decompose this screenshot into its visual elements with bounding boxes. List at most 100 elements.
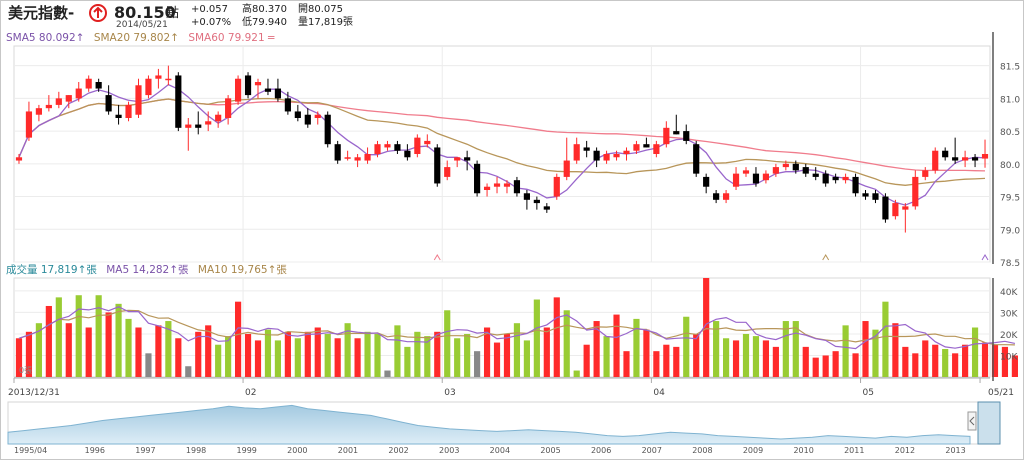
volume-bar[interactable]	[45, 305, 52, 377]
candle[interactable]	[981, 139, 989, 168]
volume-bar[interactable]	[942, 349, 949, 377]
volume-bar[interactable]	[25, 331, 33, 377]
candle[interactable]	[543, 203, 550, 213]
volume-bar[interactable]	[922, 340, 929, 377]
volume-bar[interactable]	[115, 303, 122, 377]
volume-bar[interactable]	[742, 333, 750, 377]
candle[interactable]	[294, 104, 301, 122]
candle[interactable]	[952, 137, 959, 164]
volume-bar[interactable]	[264, 329, 272, 377]
volume-bar[interactable]	[384, 370, 391, 377]
candle[interactable]	[722, 190, 730, 204]
candle[interactable]	[762, 170, 770, 184]
candle[interactable]	[812, 167, 819, 181]
volume-bar[interactable]	[752, 336, 760, 377]
volume-bar[interactable]	[155, 325, 162, 377]
volume-bar[interactable]	[165, 321, 172, 377]
candle[interactable]	[603, 150, 610, 164]
volume-bar[interactable]	[344, 323, 351, 377]
candle[interactable]	[962, 150, 969, 168]
volume-bar[interactable]	[732, 340, 740, 377]
volume-bar[interactable]	[444, 310, 451, 377]
candle[interactable]	[892, 199, 899, 220]
volume-bar[interactable]	[334, 338, 341, 377]
volume-bar[interactable]	[414, 331, 421, 377]
volume-bar[interactable]	[653, 351, 660, 377]
volume-bar[interactable]	[902, 346, 909, 377]
candle[interactable]	[663, 121, 670, 148]
candle[interactable]	[782, 160, 789, 171]
volume-bar[interactable]	[15, 338, 23, 377]
candle[interactable]	[752, 167, 760, 187]
candle[interactable]	[414, 134, 421, 158]
candle[interactable]	[65, 95, 72, 109]
candle[interactable]	[284, 91, 291, 115]
volume-bar[interactable]	[225, 336, 232, 377]
candle[interactable]	[822, 170, 829, 187]
candle[interactable]	[304, 108, 311, 128]
volume-bar[interactable]	[474, 351, 481, 377]
volume-bar[interactable]	[195, 331, 202, 377]
candle[interactable]	[344, 150, 351, 161]
volume-bar[interactable]	[75, 295, 82, 377]
volume-bar[interactable]	[952, 353, 959, 377]
volume-bar[interactable]	[673, 346, 680, 377]
volume-bar[interactable]	[95, 295, 102, 377]
volume-bar[interactable]	[583, 344, 590, 377]
volume-bar[interactable]	[324, 333, 331, 377]
volume-bar[interactable]	[523, 340, 530, 377]
volume-bar[interactable]	[424, 336, 431, 377]
candle[interactable]	[693, 140, 700, 177]
volume-bar[interactable]	[234, 301, 242, 377]
candle[interactable]	[653, 140, 660, 158]
candle[interactable]	[444, 160, 451, 181]
volume-bar[interactable]	[603, 336, 610, 377]
candle[interactable]	[703, 173, 710, 194]
candle[interactable]	[872, 190, 879, 204]
volume-bar[interactable]	[1001, 346, 1009, 377]
candle[interactable]	[374, 140, 381, 158]
candle[interactable]	[15, 154, 23, 164]
candle[interactable]	[314, 111, 321, 125]
overview-handle[interactable]	[967, 411, 977, 431]
volume-bar[interactable]	[623, 351, 630, 377]
candle[interactable]	[971, 154, 979, 168]
candle[interactable]	[354, 154, 361, 168]
candle[interactable]	[175, 72, 182, 132]
volume-bar[interactable]	[533, 299, 540, 377]
candle[interactable]	[523, 190, 530, 210]
volume-bar[interactable]	[185, 366, 192, 377]
volume-bar[interactable]	[613, 314, 620, 377]
candle[interactable]	[852, 173, 859, 197]
candle[interactable]	[802, 163, 809, 177]
candle[interactable]	[424, 134, 431, 148]
candle[interactable]	[673, 114, 680, 135]
volume-bar[interactable]	[713, 321, 720, 377]
candle[interactable]	[434, 144, 441, 187]
candle[interactable]	[215, 111, 222, 128]
candle[interactable]	[483, 183, 491, 197]
volume-bar[interactable]	[912, 353, 919, 377]
volume-bar[interactable]	[792, 321, 799, 377]
candle[interactable]	[513, 176, 521, 197]
candle[interactable]	[593, 147, 600, 168]
candle[interactable]	[244, 72, 252, 99]
candle[interactable]	[772, 163, 779, 177]
candle[interactable]	[85, 75, 92, 92]
volume-bar[interactable]	[832, 351, 839, 377]
candle[interactable]	[613, 150, 620, 161]
candle[interactable]	[942, 147, 949, 161]
candle[interactable]	[713, 190, 720, 204]
candle[interactable]	[573, 137, 580, 164]
volume-bar[interactable]	[284, 331, 291, 377]
volume-bar[interactable]	[573, 370, 580, 377]
volume-bar[interactable]	[593, 321, 600, 377]
candle[interactable]	[842, 173, 849, 184]
candle[interactable]	[623, 147, 630, 161]
volume-bar[interactable]	[812, 357, 819, 377]
candle[interactable]	[125, 101, 132, 122]
volume-bar[interactable]	[354, 338, 361, 377]
candle[interactable]	[902, 203, 909, 233]
volume-bar[interactable]	[563, 310, 570, 377]
candle[interactable]	[643, 137, 650, 148]
